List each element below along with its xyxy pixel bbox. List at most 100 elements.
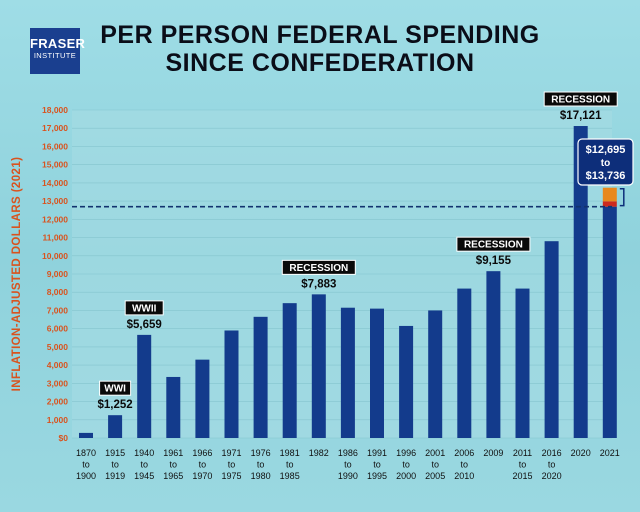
bar bbox=[544, 241, 559, 438]
annotation-tag-box bbox=[99, 380, 132, 396]
data-label: $5,659 bbox=[127, 319, 162, 331]
x-tick-label: to bbox=[286, 460, 294, 470]
annotation-tag-box bbox=[124, 300, 164, 316]
range-callout-high: $13,736 bbox=[586, 170, 626, 182]
y-tick-label: 4,000 bbox=[47, 360, 69, 370]
x-tick-label: to bbox=[373, 460, 381, 470]
y-tick-label: 1,000 bbox=[47, 415, 69, 425]
y-tick-label: 11,000 bbox=[42, 233, 68, 243]
x-tick-label: 1915 bbox=[105, 448, 125, 458]
x-tick-label: 2020 bbox=[571, 448, 591, 458]
x-tick-label: 1965 bbox=[163, 471, 183, 481]
bar bbox=[253, 316, 268, 438]
annotation-tag: WWI bbox=[104, 384, 126, 395]
x-tick-label: to bbox=[344, 460, 352, 470]
x-tick-label: 1971 bbox=[221, 448, 241, 458]
x-tick-label: 2011 bbox=[513, 448, 532, 458]
bar bbox=[573, 126, 588, 438]
x-tick-label: 1961 bbox=[163, 448, 183, 458]
y-tick-label: 10,000 bbox=[42, 251, 68, 261]
x-tick-label: 1919 bbox=[105, 471, 125, 481]
x-tick-label: 1982 bbox=[309, 448, 329, 458]
data-label: $17,121 bbox=[560, 110, 602, 122]
logo-line-1: FRASER bbox=[30, 36, 86, 51]
x-tick-label: 1900 bbox=[76, 471, 96, 481]
x-tick-label: to bbox=[170, 460, 178, 470]
bar bbox=[311, 294, 326, 438]
annotation-tag: RECESSION bbox=[464, 240, 523, 251]
y-tick-label: 13,000 bbox=[42, 196, 68, 206]
x-tick-label: to bbox=[519, 460, 527, 470]
x-tick-label: to bbox=[111, 460, 119, 470]
y-tick-label: $0 bbox=[59, 433, 69, 443]
y-tick-label: 12,000 bbox=[42, 214, 68, 224]
fraser-institute-logo: FRASER INSTITUTE bbox=[30, 28, 86, 74]
x-tick-label: to bbox=[257, 460, 265, 470]
x-tick-label: 1970 bbox=[192, 471, 212, 481]
x-tick-label: 1986 bbox=[338, 448, 358, 458]
x-tick-label: 1966 bbox=[192, 448, 212, 458]
y-axis-title: INFLATION-ADJUSTED DOLLARS (2021) bbox=[11, 157, 23, 392]
y-tick-label: 9,000 bbox=[47, 269, 69, 279]
x-tick-label: 1991 bbox=[367, 448, 387, 458]
x-tick-label: 1990 bbox=[338, 471, 358, 481]
bar-range-low-segment bbox=[602, 201, 617, 207]
annotation-tag-box bbox=[543, 91, 618, 107]
range-bracket bbox=[619, 187, 625, 207]
annotation-tag-box bbox=[281, 259, 356, 275]
x-tick-label: 1976 bbox=[251, 448, 271, 458]
y-tick-label: 14,000 bbox=[42, 178, 68, 188]
x-tick-label: 1975 bbox=[221, 471, 241, 481]
y-tick-label: 2,000 bbox=[47, 397, 69, 407]
y-tick-label: 8,000 bbox=[47, 287, 69, 297]
bar bbox=[224, 330, 239, 438]
x-tick-label: 1945 bbox=[134, 471, 154, 481]
bar-range-high-segment bbox=[602, 187, 617, 202]
annotation-tag: RECESSION bbox=[289, 263, 348, 274]
bar bbox=[399, 325, 414, 438]
x-tick-label: to bbox=[82, 460, 90, 470]
y-tick-label: 18,000 bbox=[42, 105, 68, 115]
range-callout-box bbox=[577, 138, 634, 186]
x-tick-label: to bbox=[431, 460, 439, 470]
x-tick-label: 2006 bbox=[454, 448, 474, 458]
y-tick-label: 15,000 bbox=[42, 160, 68, 170]
x-tick-label: 2010 bbox=[454, 471, 474, 481]
annotation-tag: WWII bbox=[132, 303, 157, 314]
x-tick-label: 1996 bbox=[396, 448, 416, 458]
chart-title-line-1: PER PERSON FEDERAL SPENDING bbox=[100, 21, 540, 49]
bar bbox=[515, 288, 530, 438]
bar bbox=[79, 432, 93, 438]
x-tick-label: 2009 bbox=[483, 448, 503, 458]
data-label: $7,883 bbox=[301, 278, 336, 290]
range-callout-to: to bbox=[601, 158, 610, 169]
y-tick-label: 16,000 bbox=[42, 141, 68, 151]
logo-line-2: INSTITUTE bbox=[33, 51, 77, 60]
bar bbox=[602, 206, 617, 438]
bar bbox=[195, 359, 210, 438]
annotation-tag: RECESSION bbox=[551, 95, 610, 106]
bar bbox=[166, 376, 181, 438]
chart-title-line-2: SINCE CONFEDERATION bbox=[165, 49, 475, 77]
bar bbox=[340, 307, 355, 438]
x-tick-label: 2001 bbox=[425, 448, 445, 458]
x-tick-label: 2015 bbox=[512, 471, 532, 481]
bar bbox=[137, 334, 152, 438]
x-tick-label: 2016 bbox=[542, 448, 562, 458]
y-tick-label: 7,000 bbox=[47, 305, 69, 315]
range-callout-low: $12,695 bbox=[586, 144, 626, 156]
x-tick-label: 1981 bbox=[280, 448, 300, 458]
bar bbox=[370, 308, 384, 438]
x-tick-label: 2000 bbox=[396, 471, 416, 481]
bar bbox=[282, 303, 297, 438]
x-tick-label: 1940 bbox=[134, 448, 154, 458]
y-tick-label: 5,000 bbox=[47, 342, 69, 352]
bar bbox=[457, 288, 472, 438]
y-tick-label: 17,000 bbox=[42, 123, 68, 133]
data-label: $9,155 bbox=[476, 255, 512, 267]
x-tick-label: to bbox=[548, 460, 556, 470]
x-tick-label: 2005 bbox=[425, 471, 445, 481]
x-tick-label: 1995 bbox=[367, 471, 387, 481]
bar bbox=[486, 271, 501, 438]
x-tick-label: 1980 bbox=[251, 471, 271, 481]
